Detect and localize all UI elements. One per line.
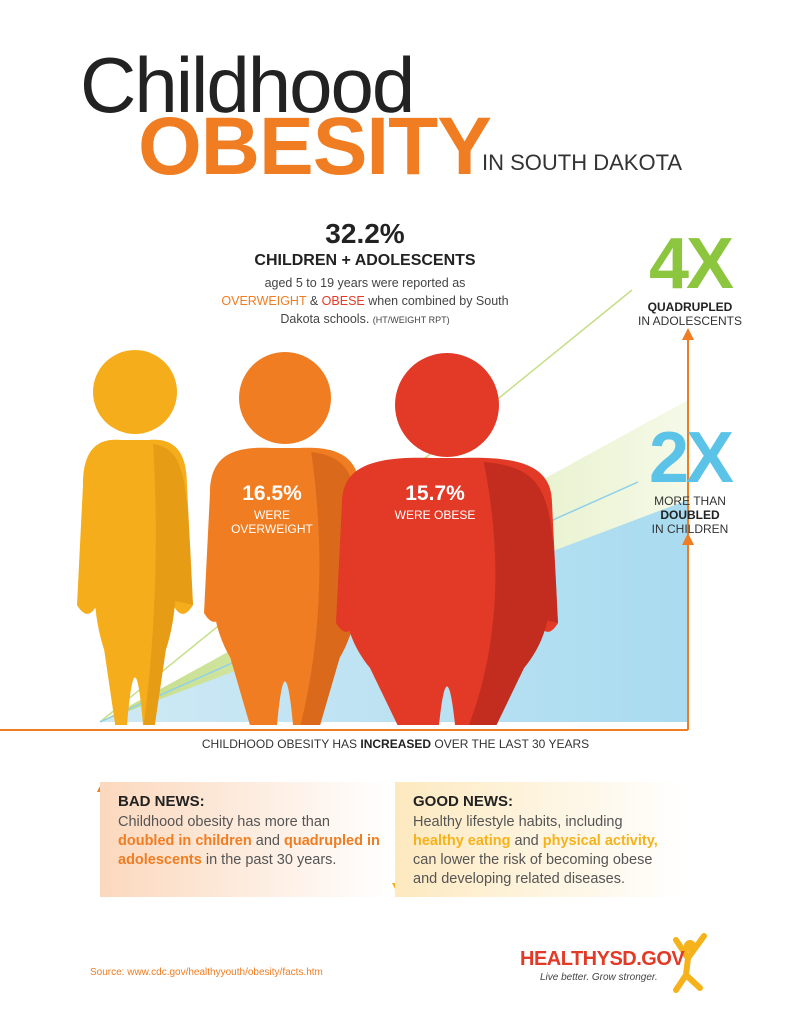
stat-text: aged 5 to 19 years were reported as OVER… bbox=[200, 274, 530, 329]
axis-caption: CHILDHOOD OBESITY HAS INCREASED OVER THE… bbox=[0, 737, 791, 751]
title-emphasis: OBESITY bbox=[138, 101, 492, 192]
text: & bbox=[309, 294, 319, 308]
body-shade bbox=[469, 462, 558, 725]
text: OVER THE LAST 30 YEARS bbox=[434, 737, 590, 751]
figures bbox=[77, 350, 558, 725]
person bbox=[336, 353, 558, 725]
logo-figure bbox=[673, 933, 707, 993]
person bbox=[77, 350, 193, 725]
emphasis: doubled in children bbox=[118, 833, 252, 849]
emphasis: quadrupled in adolescents bbox=[118, 833, 380, 868]
logo: HEALTHYSD.GOV bbox=[520, 948, 685, 970]
text: CHILDHOOD OBESITY HAS bbox=[201, 737, 358, 751]
figure-value: 16.5% bbox=[242, 482, 302, 505]
growth-4x: 4X QUADRUPLED IN ADOLESCENTS bbox=[615, 228, 765, 328]
body-shade bbox=[143, 444, 193, 725]
figure-value: 15.7% bbox=[405, 482, 465, 505]
text: aged 5 to 19 years were reported as bbox=[264, 276, 466, 290]
good-news: GOOD NEWS: Healthy lifestyle habits, inc… bbox=[395, 782, 685, 897]
text: and bbox=[255, 833, 280, 849]
growth-value: 4X bbox=[648, 224, 734, 304]
box-title: GOOD NEWS: bbox=[413, 793, 513, 810]
bad-news: BAD NEWS: Childhood obesity has more tha… bbox=[100, 782, 390, 897]
note: (HT/WEIGHT RPT) bbox=[372, 315, 450, 325]
stat-block: 32.2% CHILDREN + ADOLESCENTS aged 5 to 1… bbox=[200, 218, 530, 329]
arrow bbox=[682, 533, 694, 545]
stat-value: 32.2% bbox=[325, 218, 405, 249]
figure-label: 16.5% WERE OVERWEIGHT bbox=[222, 482, 322, 536]
emphasis: healthy eating bbox=[413, 833, 511, 849]
growth-value: 2X bbox=[648, 418, 734, 498]
person bbox=[204, 352, 366, 725]
growth-2x: 2X MORE THAN DOUBLED IN CHILDREN bbox=[615, 422, 765, 536]
head bbox=[239, 352, 331, 444]
text: Healthy lifestyle habits, including bbox=[413, 814, 623, 830]
emphasis: INCREASED bbox=[360, 737, 432, 751]
obese: OBESE bbox=[321, 294, 365, 308]
text: when combined by South Dakota schools. bbox=[280, 294, 509, 326]
title: Childhood bbox=[80, 41, 415, 129]
text: and bbox=[514, 833, 539, 849]
source: Source: www.cdc.gov/healthyyouth/obesity… bbox=[90, 967, 323, 978]
figure-text: WERE OVERWEIGHT bbox=[231, 508, 313, 536]
text: can lower the risk of becoming obese and… bbox=[413, 852, 653, 887]
arrow bbox=[682, 328, 694, 340]
text: in the past 30 years. bbox=[205, 852, 337, 868]
text: Childhood obesity has more than bbox=[118, 814, 330, 830]
emphasis: physical activity, bbox=[542, 833, 658, 849]
box-title: BAD NEWS: bbox=[118, 793, 205, 810]
head bbox=[93, 350, 177, 434]
growth-sub: IN ADOLESCENTS bbox=[637, 314, 743, 328]
growth-sub: IN CHILDREN bbox=[651, 522, 729, 536]
stat-heading: CHILDREN + ADOLESCENTS bbox=[254, 252, 476, 269]
growth-label: DOUBLED bbox=[660, 508, 720, 522]
growth-pre: MORE THAN bbox=[654, 494, 726, 508]
overweight: OVERWEIGHT bbox=[221, 294, 307, 308]
figure-label: 15.7% WERE OBESE bbox=[385, 482, 485, 522]
head bbox=[395, 353, 499, 457]
subtitle: IN SOUTH DAKOTA bbox=[482, 150, 683, 175]
tagline: Live better. Grow stronger. bbox=[540, 972, 658, 983]
figure-text: WERE OBESE bbox=[394, 508, 476, 522]
growth-label: QUADRUPLED bbox=[647, 300, 733, 314]
